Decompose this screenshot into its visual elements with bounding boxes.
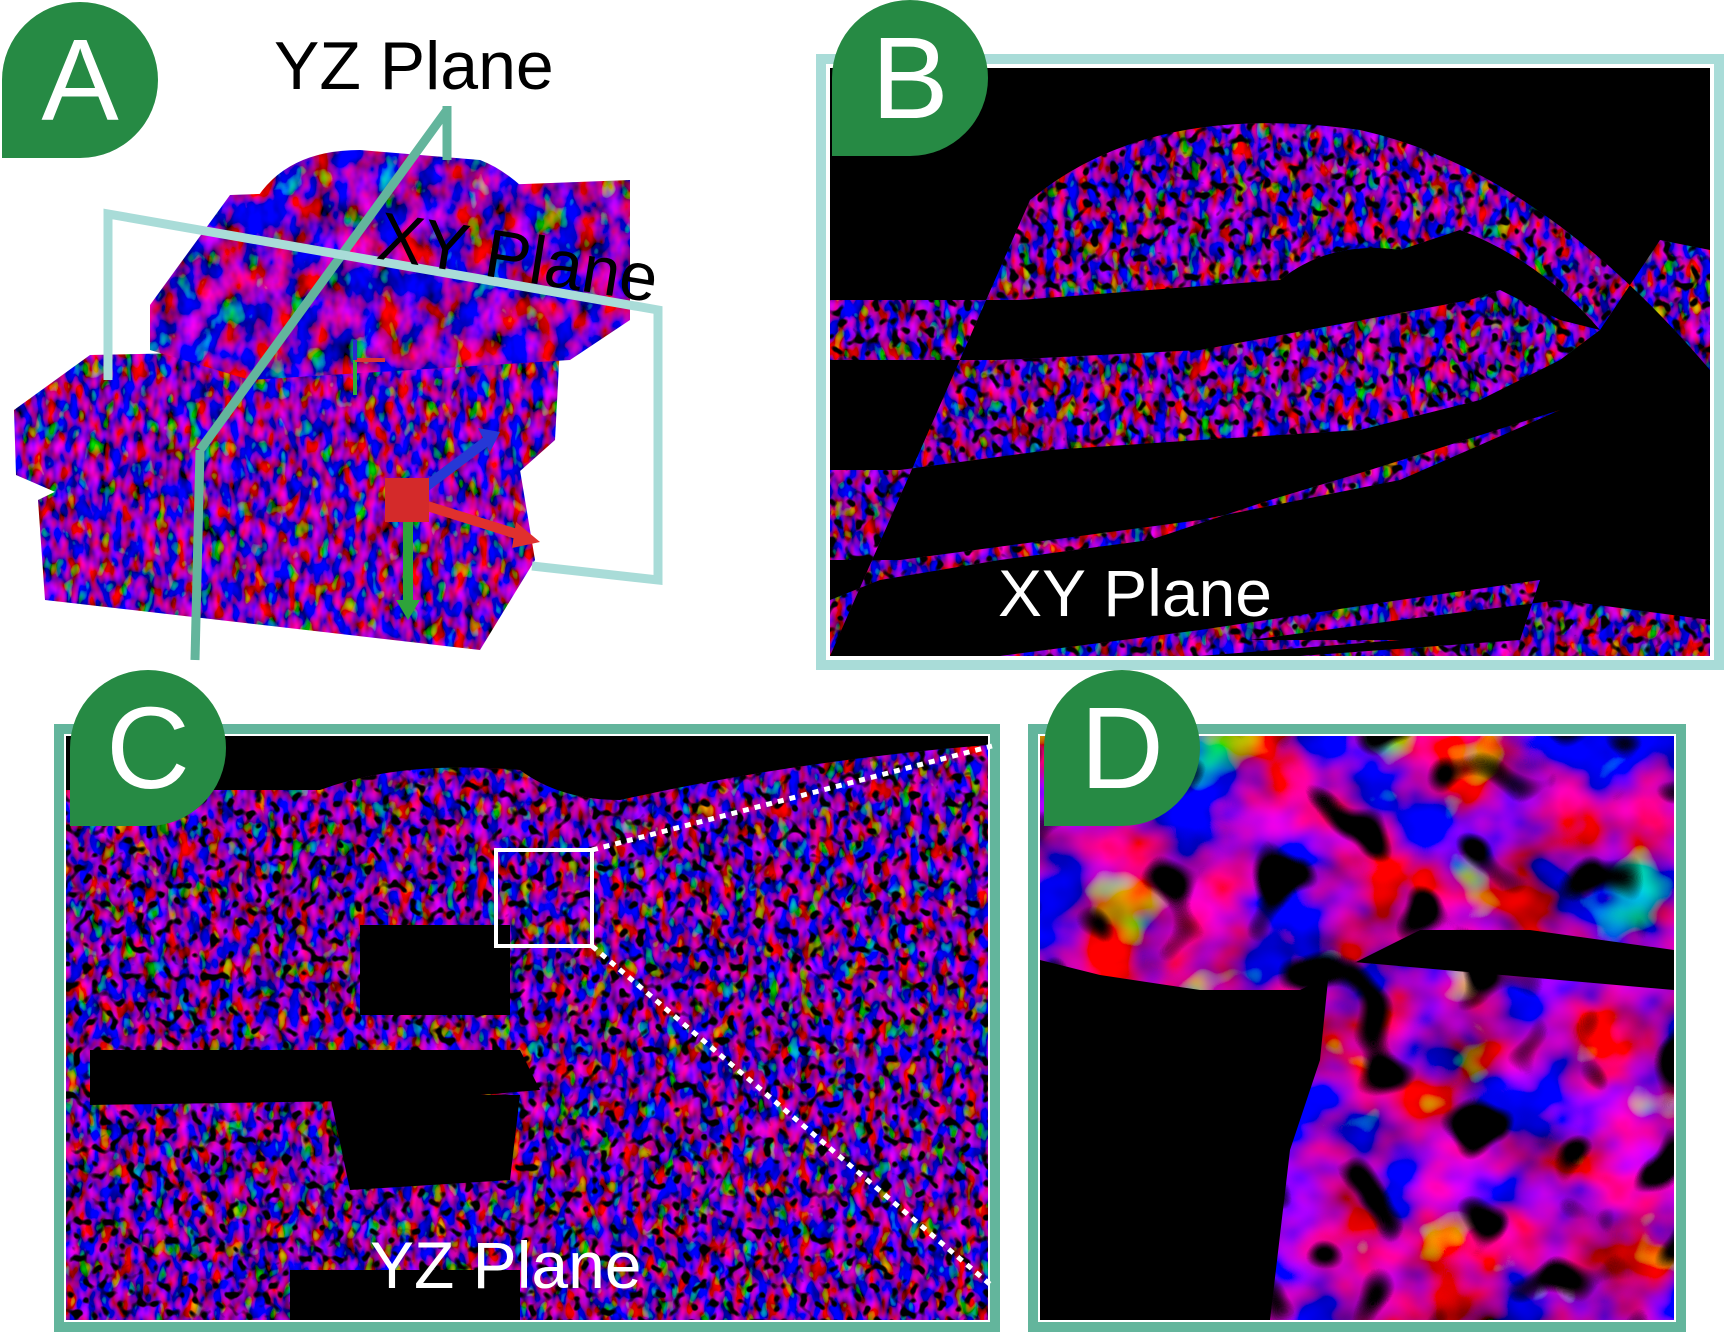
panel-a-yz-label: YZ Plane [274,28,554,104]
panel-b [816,54,1724,670]
panel-d-frame [1028,724,1686,1332]
zoom-leader-top [591,743,993,853]
zoom-leader-bottom [590,944,994,1288]
panel-b-badge: B [832,0,988,156]
panel-c-letter: C [106,683,190,813]
panel-b-plane-label: XY Plane [998,556,1272,630]
xy-plane-outline [103,208,663,586]
panel-b-frame [816,54,1724,670]
panel-a-letter: A [41,15,119,145]
panel-d-letter: D [1080,683,1164,813]
panel-d-badge: D [1044,670,1200,826]
panel-c [54,724,1000,1332]
zoom-box[interactable] [494,848,594,948]
panel-a-badge: A [2,2,158,158]
panel-c-frame [54,724,1000,1332]
panel-c-badge: C [70,670,226,826]
axes-gizmo[interactable] [385,428,540,620]
panel-c-plane-label: YZ Plane [370,1228,642,1302]
yz-plane-outline [190,106,452,661]
panel-b-letter: B [871,13,949,143]
